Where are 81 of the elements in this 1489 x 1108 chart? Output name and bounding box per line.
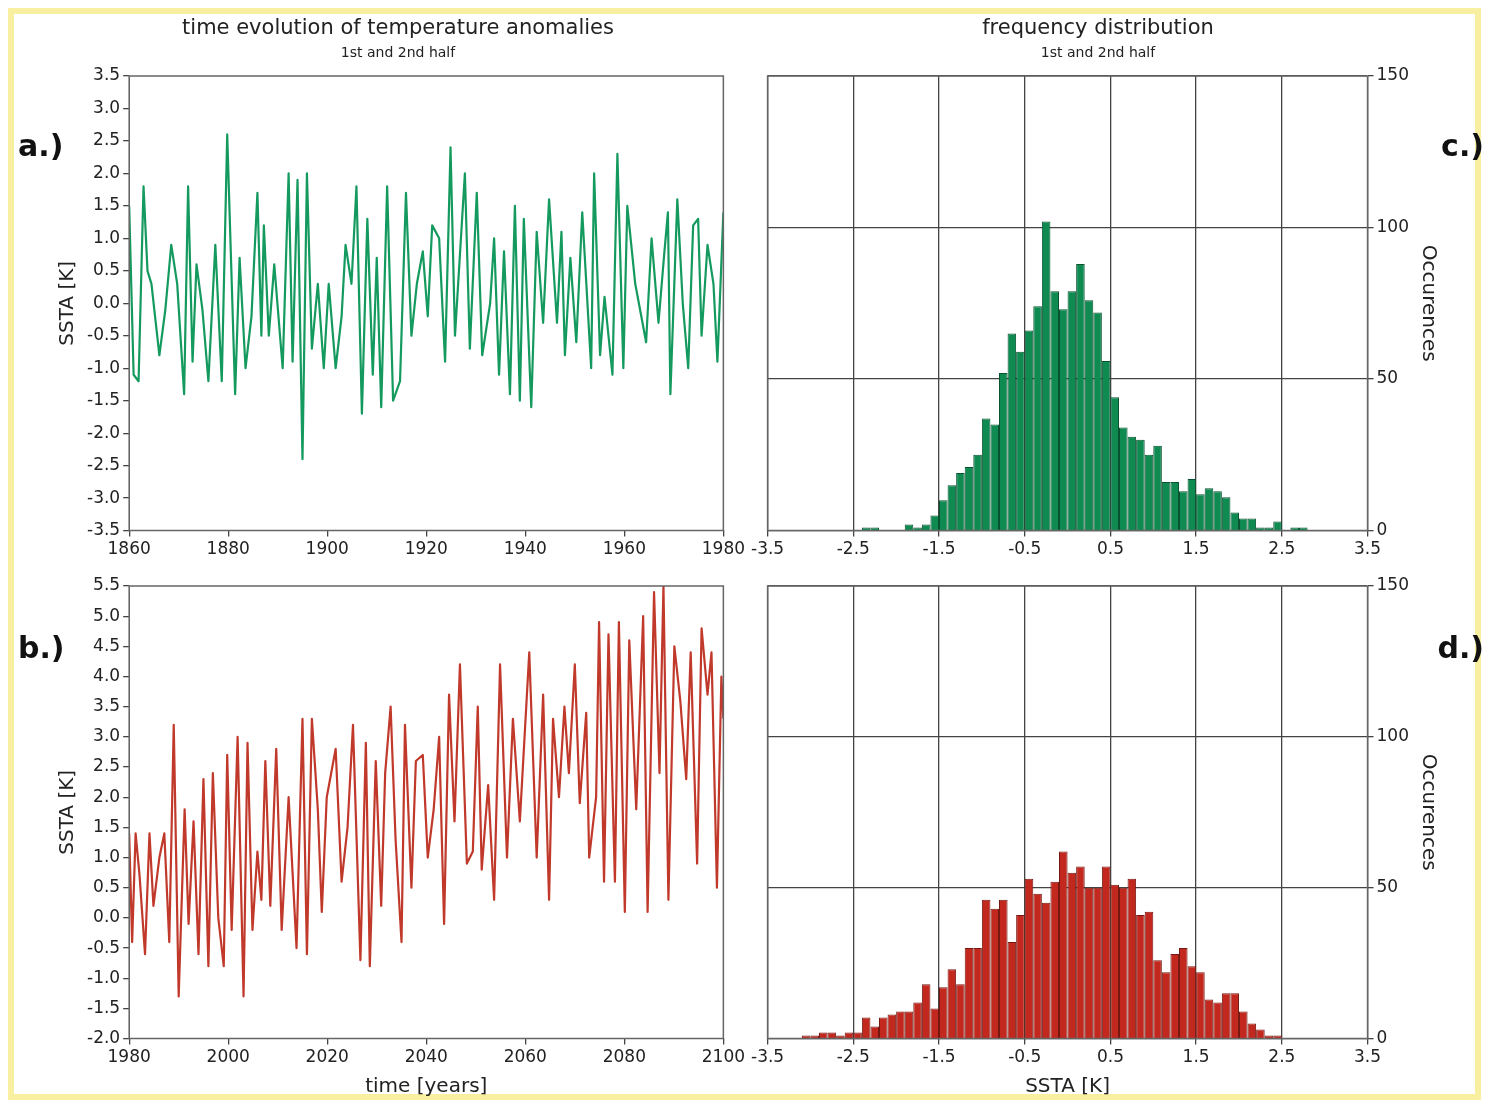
x-tick-label: 1.5 — [1182, 538, 1210, 559]
chart-title: frequency distribution — [982, 15, 1214, 40]
y-tick-label: 3.0 — [93, 725, 121, 746]
x-tick-label: -3.5 — [751, 538, 785, 559]
y-tick-label: 3.5 — [93, 64, 121, 85]
y-axis-title: Occurences — [1417, 753, 1442, 871]
x-tick-label: 2020 — [305, 1046, 349, 1067]
y-tick-label: 0 — [1376, 1027, 1388, 1048]
x-tick-label: 2040 — [404, 1046, 448, 1067]
x-tick-label: 1880 — [206, 538, 250, 559]
x-tick-label: -0.5 — [1008, 538, 1042, 559]
y-tick-label: 150 — [1376, 574, 1410, 595]
y-tick-label: -2.0 — [87, 1027, 121, 1048]
y-tick-label: 3.5 — [93, 695, 121, 716]
x-tick-label: -2.5 — [836, 1046, 870, 1067]
y-tick-label: -3.5 — [87, 519, 121, 540]
x-tick-label: 1900 — [305, 538, 349, 559]
y-tick-label: 100 — [1376, 725, 1410, 746]
x-tick-label: -3.5 — [751, 1046, 785, 1067]
y-tick-label: 2.5 — [93, 755, 121, 776]
x-tick-label: 2080 — [602, 1046, 646, 1067]
x-tick-label: -1.5 — [922, 538, 956, 559]
y-tick-label: 1.0 — [93, 845, 121, 866]
y-tick-label: -2.0 — [87, 421, 121, 442]
y-tick-label: 4.5 — [93, 634, 121, 655]
x-tick-label: 0.5 — [1096, 538, 1124, 559]
y-tick-label: -0.5 — [87, 324, 121, 345]
y-tick-label: 2.5 — [93, 129, 121, 150]
y-tick-label: 3.0 — [93, 96, 121, 117]
x-tick-label: 1860 — [107, 538, 151, 559]
x-tick-label: 2.5 — [1268, 1046, 1296, 1067]
x-tick-label: 2060 — [503, 1046, 547, 1067]
y-tick-label: 2.0 — [93, 161, 121, 182]
x-tick-label: 1920 — [404, 538, 448, 559]
y-tick-label: 5.0 — [93, 604, 121, 625]
y-tick-label: 1.5 — [93, 815, 121, 836]
chart-subtitle: 1st and 2nd half — [340, 44, 457, 61]
y-tick-label: 1.0 — [93, 226, 121, 247]
y-axis-title: SSTA [K] — [54, 260, 79, 346]
x-tick-label: 1980 — [701, 538, 745, 559]
y-axis-title: SSTA [K] — [54, 769, 79, 855]
x-tick-label: -1.5 — [922, 1046, 956, 1067]
x-tick-label: 1960 — [602, 538, 646, 559]
y-tick-label: -1.5 — [87, 389, 121, 410]
y-tick-label: 50 — [1376, 367, 1399, 388]
chart-subtitle: 1st and 2nd half — [1040, 44, 1157, 61]
y-tick-label: 0.0 — [93, 906, 121, 927]
x-tick-label: 1.5 — [1182, 1046, 1210, 1067]
text: d.) — [1437, 630, 1484, 665]
x-tick-label: 2000 — [206, 1046, 250, 1067]
x-tick-label: 1980 — [107, 1046, 151, 1067]
y-axis-title: Occurences — [1417, 244, 1442, 362]
y-tick-label: 100 — [1376, 215, 1410, 236]
x-tick-label: 1940 — [503, 538, 547, 559]
y-tick-label: 5.5 — [93, 574, 121, 595]
y-tick-label: 2.0 — [93, 785, 121, 806]
y-tick-label: 50 — [1376, 876, 1399, 897]
y-tick-label: -1.0 — [87, 966, 121, 987]
text: b.) — [18, 630, 65, 665]
y-tick-label: -1.5 — [87, 996, 121, 1017]
chart-title: time evolution of temperature anomalies — [182, 15, 614, 40]
x-tick-label: -2.5 — [836, 538, 870, 559]
x-axis-title: SSTA [K] — [1025, 1073, 1110, 1098]
x-axis-title: time [years] — [365, 1073, 488, 1098]
y-tick-label: 0 — [1376, 519, 1388, 540]
y-tick-label: 4.0 — [93, 664, 121, 685]
text: a.) — [18, 128, 64, 163]
y-tick-label: -3.0 — [87, 486, 121, 507]
y-tick-label: -1.0 — [87, 356, 121, 377]
y-tick-label: -2.5 — [87, 454, 121, 475]
x-tick-label: 0.5 — [1096, 1046, 1124, 1067]
text: c.) — [1441, 128, 1484, 163]
y-tick-label: 1.5 — [93, 194, 121, 215]
y-tick-label: 0.0 — [93, 291, 121, 312]
y-tick-label: -0.5 — [87, 936, 121, 957]
y-tick-label: 0.5 — [93, 259, 121, 280]
x-tick-label: 2.5 — [1268, 538, 1296, 559]
y-tick-label: 150 — [1376, 64, 1410, 85]
x-tick-label: -0.5 — [1008, 1046, 1042, 1067]
x-tick-label: 2100 — [701, 1046, 745, 1067]
y-tick-label: 0.5 — [93, 876, 121, 897]
